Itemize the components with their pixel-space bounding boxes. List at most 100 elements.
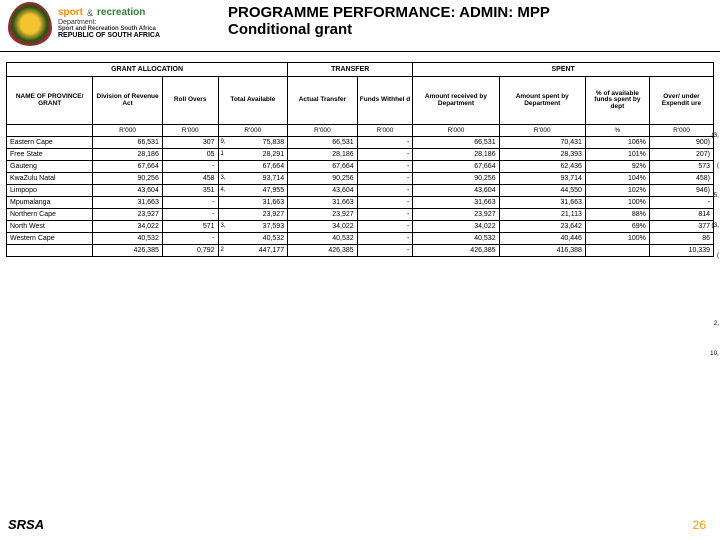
data-cell: 900) — [649, 137, 713, 149]
table-row: Limpopo43,6043514,47,95543,604-43,60444,… — [7, 185, 714, 197]
data-cell: 458 — [162, 173, 218, 185]
data-cell: 23,642 — [499, 221, 585, 233]
group-header-row: GRANT ALLOCATION TRANSFER SPENT — [7, 63, 714, 77]
data-cell: 43,604 — [93, 185, 163, 197]
data-cell: - — [357, 137, 413, 149]
total-cell: 426,385 — [413, 245, 499, 257]
unit-cell: R'000 — [218, 125, 288, 137]
data-cell: - — [357, 233, 413, 245]
data-cell: 106% — [585, 137, 649, 149]
group-head-spent: SPENT — [413, 63, 714, 77]
data-cell: 104% — [585, 173, 649, 185]
unit-cell: R'000 — [499, 125, 585, 137]
data-cell: - — [357, 185, 413, 197]
data-cell: - — [162, 161, 218, 173]
recreation-word: recreation — [97, 8, 145, 19]
side-note: (3, — [711, 132, 719, 139]
unit-cell: R'000 — [288, 125, 358, 137]
data-cell: 21,113 — [499, 209, 585, 221]
total-cell: - — [357, 245, 413, 257]
side-note: 5, — [714, 192, 719, 199]
data-cell: 40,446 — [499, 233, 585, 245]
data-cell: 31,663 — [499, 197, 585, 209]
table-body: Eastern Cape66,5313079,75,83866,531-66,5… — [7, 137, 714, 257]
data-cell: 28,393 — [499, 149, 585, 161]
col-header: NAME OF PROVINCE/ GRANT — [7, 77, 93, 125]
province-name: Mpumalanga — [7, 197, 93, 209]
total-cell — [585, 245, 649, 257]
data-cell: 9,75,838 — [218, 137, 288, 149]
total-name — [7, 245, 93, 257]
data-cell: 40,532 — [218, 233, 288, 245]
table-row: Eastern Cape66,5313079,75,83866,531-66,5… — [7, 137, 714, 149]
data-cell: 67,664 — [288, 161, 358, 173]
province-name: Northern Cape — [7, 209, 93, 221]
table-row: Northern Cape23,927-23,92723,927-23,9272… — [7, 209, 714, 221]
data-cell: 377 — [649, 221, 713, 233]
data-cell: 70,431 — [499, 137, 585, 149]
data-cell: 90,256 — [93, 173, 163, 185]
data-cell: 31,663 — [218, 197, 288, 209]
data-cell: - — [357, 173, 413, 185]
data-cell: 31,663 — [288, 197, 358, 209]
data-cell: 100% — [585, 233, 649, 245]
data-cell: 28,186 — [413, 149, 499, 161]
data-cell: 62,436 — [499, 161, 585, 173]
col-header: Total Available — [218, 77, 288, 125]
data-cell: 34,022 — [93, 221, 163, 233]
data-cell: 946) — [649, 185, 713, 197]
side-note: ( — [717, 162, 719, 169]
data-cell: 93,714 — [499, 173, 585, 185]
data-cell: 207) — [649, 149, 713, 161]
province-name: Gauteng — [7, 161, 93, 173]
col-header: % of available funds spent by dept — [585, 77, 649, 125]
data-cell: 34,022 — [413, 221, 499, 233]
unit-cell — [7, 125, 93, 137]
data-cell: 23,927 — [218, 209, 288, 221]
title-line-2: Conditional grant — [228, 21, 698, 38]
data-cell: 814 — [649, 209, 713, 221]
unit-cell: R'000 — [413, 125, 499, 137]
data-cell: 43,604 — [413, 185, 499, 197]
data-cell: - — [162, 209, 218, 221]
data-cell: 66,531 — [413, 137, 499, 149]
dept-text: sport & recreation Department: Sport and… — [58, 8, 160, 39]
data-cell: 23,927 — [288, 209, 358, 221]
data-cell: 31,663 — [93, 197, 163, 209]
table-row: KwaZulu Natal90,2564583,93,71490,256-90,… — [7, 173, 714, 185]
side-note: 10, — [710, 350, 719, 357]
data-cell: 44,550 — [499, 185, 585, 197]
title-line-1: PROGRAMME PERFORMANCE: ADMIN: MPP — [228, 4, 698, 21]
data-cell: 571 — [162, 221, 218, 233]
province-name: Eastern Cape — [7, 137, 93, 149]
data-cell: 3,37,593 — [218, 221, 288, 233]
table-row: Free State28,18605128,29128,186-28,18628… — [7, 149, 714, 161]
data-cell: 100% — [585, 197, 649, 209]
province-name: KwaZulu Natal — [7, 173, 93, 185]
data-cell: - — [649, 197, 713, 209]
col-header: Roll Overs — [162, 77, 218, 125]
unit-cell: R'000 — [357, 125, 413, 137]
unit-cell: % — [585, 125, 649, 137]
data-cell: 05 — [162, 149, 218, 161]
col-header: Actual Transfer — [288, 77, 358, 125]
data-cell: 86 — [649, 233, 713, 245]
data-cell: 90,256 — [288, 173, 358, 185]
province-name: Western Cape — [7, 233, 93, 245]
data-cell: 40,532 — [93, 233, 163, 245]
data-cell: 67,664 — [93, 161, 163, 173]
data-cell: 66,531 — [93, 137, 163, 149]
data-cell: 67,664 — [218, 161, 288, 173]
col-header: Amount received by Department — [413, 77, 499, 125]
side-note: (3, — [711, 222, 719, 229]
data-cell: 92% — [585, 161, 649, 173]
rsa-label: REPUBLIC OF SOUTH AFRICA — [58, 32, 160, 39]
total-cell: 426,385 — [93, 245, 163, 257]
data-cell: 43,604 — [288, 185, 358, 197]
province-name: Limpopo — [7, 185, 93, 197]
province-name: North West — [7, 221, 93, 233]
sport-word: sport — [58, 8, 83, 19]
data-cell: - — [162, 233, 218, 245]
col-header: Amount spent by Department — [499, 77, 585, 125]
group-head-alloc: GRANT ALLOCATION — [7, 63, 288, 77]
